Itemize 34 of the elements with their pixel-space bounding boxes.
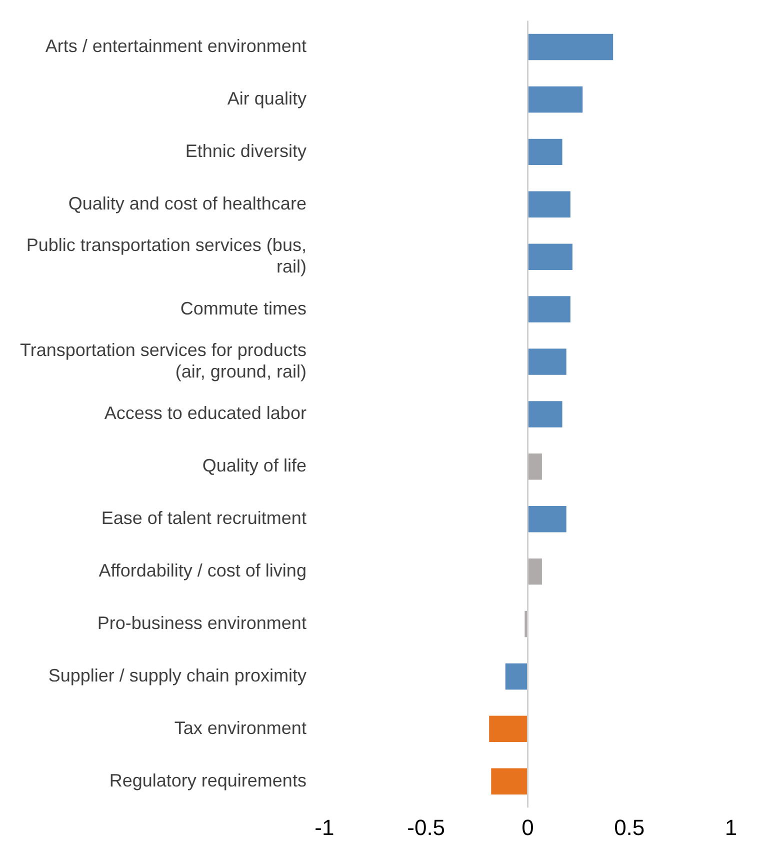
x-tick-label: 0.5 xyxy=(614,814,645,840)
y-tick-label: Ethnic diversity xyxy=(185,140,306,161)
bar xyxy=(489,716,528,742)
y-tick-label: Quality and cost of healthcare xyxy=(68,193,306,214)
y-tick-label: Pro-business environment xyxy=(97,612,306,633)
y-tick-label: Affordability / cost of living xyxy=(98,560,306,581)
bar xyxy=(491,768,528,794)
y-tick-label: Public transportation services (bus, rail) xyxy=(26,235,306,277)
y-tick-label: Quality of life xyxy=(202,456,306,476)
y-tick-label: Ease of talent recruitment xyxy=(101,508,306,528)
bar xyxy=(528,191,570,218)
y-tick-label: Access to educated labor xyxy=(104,403,306,424)
bar xyxy=(528,34,614,60)
bar xyxy=(528,558,542,585)
y-tick-label: Commute times xyxy=(180,298,306,318)
bar xyxy=(528,244,572,270)
y-tick-label: Transportation services for products (air, ground, rail) xyxy=(20,340,306,382)
x-tick-label: -1 xyxy=(314,814,334,840)
bar xyxy=(528,348,566,375)
bar xyxy=(528,401,562,428)
y-tick-label: Tax environment xyxy=(174,718,306,738)
bar xyxy=(505,663,528,690)
x-tick-label: -0.5 xyxy=(407,814,446,840)
y-tick-label: Air quality xyxy=(227,88,306,108)
x-tick-label: 0 xyxy=(522,814,534,840)
bar xyxy=(528,138,562,166)
y-tick-label: Supplier / supply chain proximity xyxy=(48,665,306,686)
bar xyxy=(528,454,542,480)
bar xyxy=(528,296,570,322)
x-tick-label: 1 xyxy=(724,814,738,840)
y-tick-label: Arts / entertainment environment xyxy=(45,36,306,56)
y-tick-label: Regulatory requirements xyxy=(109,770,306,790)
bar xyxy=(528,506,566,532)
bar xyxy=(528,86,583,113)
